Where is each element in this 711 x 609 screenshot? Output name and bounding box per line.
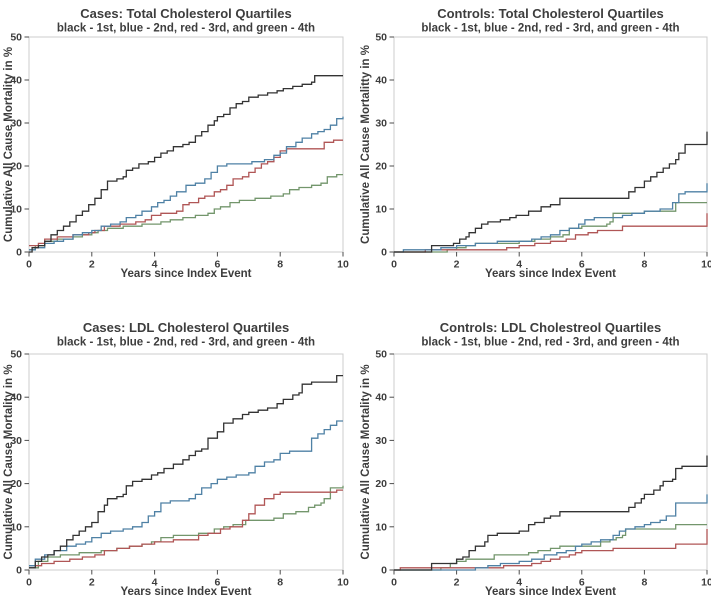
- y-axis-label: Cumulative All Cause Mortality in %: [360, 364, 372, 559]
- panel-subtitle: black - 1st, blue - 2nd, red - 3rd, and …: [421, 337, 679, 349]
- y-tick-label: 40: [10, 75, 22, 87]
- panel-subtitle: black - 1st, blue - 2nd, red - 3rd, and …: [421, 23, 679, 35]
- panel-subtitle: black - 1st, blue - 2nd, red - 3rd, and …: [57, 337, 315, 349]
- x-tick-label: 10: [701, 577, 711, 589]
- x-axis-label: Years since Index Event: [120, 268, 251, 280]
- x-tick-label: 0: [26, 259, 32, 271]
- panel-title: Cases: Total Cholesterol Quartiles: [80, 6, 291, 21]
- panel-cases-ldl-cholesterol: Cases: LDL Cholesterol Quartiles black -…: [0, 300, 355, 609]
- y-tick-label: 10: [375, 204, 387, 216]
- y-tick-label: 50: [10, 349, 22, 361]
- x-tick-label: 8: [641, 577, 647, 589]
- panel-title: Cases: LDL Cholesterol Quartiles: [83, 320, 289, 335]
- y-tick-label: 40: [375, 392, 387, 404]
- y-tick-label: 10: [375, 521, 387, 533]
- series-red-3rd-quartile: [29, 489, 343, 567]
- y-tick-label: 20: [375, 478, 387, 490]
- y-tick-label: 10: [10, 521, 22, 533]
- series-green-4th-quartile: [29, 485, 344, 569]
- x-tick-label: 10: [701, 259, 711, 271]
- x-tick-label: 8: [641, 259, 647, 271]
- step-chart-controls-ldl: Controls: LDL Cholestreol Quartiles blac…: [360, 320, 711, 598]
- series-blue-2nd-quartile: [29, 420, 343, 567]
- x-tick-label: 6: [579, 259, 585, 271]
- x-tick-label: 2: [454, 577, 460, 589]
- y-tick-label: 30: [375, 435, 387, 447]
- x-tick-label: 2: [89, 259, 95, 271]
- plot-frame: [393, 36, 708, 253]
- series-blue-2nd-quartile: [394, 494, 708, 571]
- y-axis-label: Cumulative All Cause Mortality in %: [3, 364, 15, 559]
- series-green-4th-quartile: [29, 173, 343, 251]
- y-tick-label: 30: [10, 435, 22, 447]
- x-tick-label: 10: [337, 259, 349, 271]
- x-tick-label: 8: [277, 577, 283, 589]
- series-blue-2nd-quartile: [29, 116, 344, 251]
- x-axis-label: Years since Index Event: [485, 268, 616, 280]
- x-tick-label: 2: [89, 577, 95, 589]
- plot-frame: [28, 353, 344, 571]
- series-red-3rd-quartile: [29, 139, 343, 247]
- plot-frame: [28, 36, 344, 253]
- x-tick-label: 10: [337, 577, 349, 589]
- x-tick-label: 8: [277, 259, 283, 271]
- y-tick-label: 40: [375, 75, 387, 87]
- series-black-1st-quartile: [394, 131, 708, 253]
- panel-title: Controls: LDL Cholestreol Quartiles: [440, 320, 662, 335]
- y-tick-label: 0: [16, 247, 22, 259]
- y-tick-label: 10: [10, 204, 22, 216]
- y-axis-label: Cumulative All Cause Mortality in %: [3, 47, 15, 242]
- step-chart-cases-total: Cases: Total Cholesterol Quartiles black…: [3, 6, 349, 280]
- x-tick-label: 6: [579, 577, 585, 589]
- plot-frame: [393, 353, 708, 571]
- series-red-3rd-quartile: [394, 529, 708, 571]
- panel-cases-total-cholesterol: Cases: Total Cholesterol Quartiles black…: [0, 0, 355, 300]
- y-tick-label: 20: [10, 161, 22, 173]
- x-axis-label: Years since Index Event: [485, 586, 616, 598]
- y-tick-label: 20: [375, 161, 387, 173]
- y-tick-label: 50: [375, 32, 387, 44]
- y-tick-label: 30: [10, 118, 22, 130]
- panel-subtitle: black - 1st, blue - 2nd, red - 3rd, and …: [57, 23, 315, 35]
- x-tick-label: 4: [152, 577, 158, 589]
- x-tick-label: 4: [516, 577, 522, 589]
- x-tick-label: 2: [454, 259, 460, 271]
- y-tick-label: 50: [10, 32, 22, 44]
- x-tick-label: 6: [214, 259, 220, 271]
- y-tick-label: 0: [381, 247, 387, 259]
- y-tick-label: 0: [381, 565, 387, 577]
- x-tick-label: 0: [391, 259, 397, 271]
- x-axis-label: Years since Index Event: [120, 586, 251, 598]
- step-chart-cases-ldl: Cases: LDL Cholesterol Quartiles black -…: [3, 320, 349, 598]
- panel-controls-total-cholesterol: Controls: Total Cholesterol Quartiles bl…: [355, 0, 711, 300]
- y-axis-label: Cumulative All Cause Mortalitty in %: [360, 45, 372, 244]
- y-tick-label: 30: [375, 118, 387, 130]
- x-tick-label: 6: [214, 577, 220, 589]
- y-tick-label: 20: [10, 478, 22, 490]
- series-black-1st-quartile: [29, 374, 343, 569]
- series-black-1st-quartile: [394, 455, 708, 571]
- x-tick-label: 0: [391, 577, 397, 589]
- x-tick-label: 0: [26, 577, 32, 589]
- x-tick-label: 4: [152, 259, 158, 271]
- panel-controls-ldl-cholesterol: Controls: LDL Cholestreol Quartiles blac…: [355, 300, 711, 609]
- y-tick-label: 0: [16, 565, 22, 577]
- y-tick-label: 40: [10, 392, 22, 404]
- panel-title: Controls: Total Cholesterol Quartiles: [437, 6, 664, 21]
- series-blue-2nd-quartile: [394, 183, 708, 253]
- y-tick-label: 50: [375, 349, 387, 361]
- x-tick-label: 4: [516, 259, 522, 271]
- step-chart-controls-total: Controls: Total Cholesterol Quartiles bl…: [360, 6, 711, 280]
- series-black-1st-quartile: [29, 75, 343, 253]
- series-red-3rd-quartile: [394, 213, 708, 253]
